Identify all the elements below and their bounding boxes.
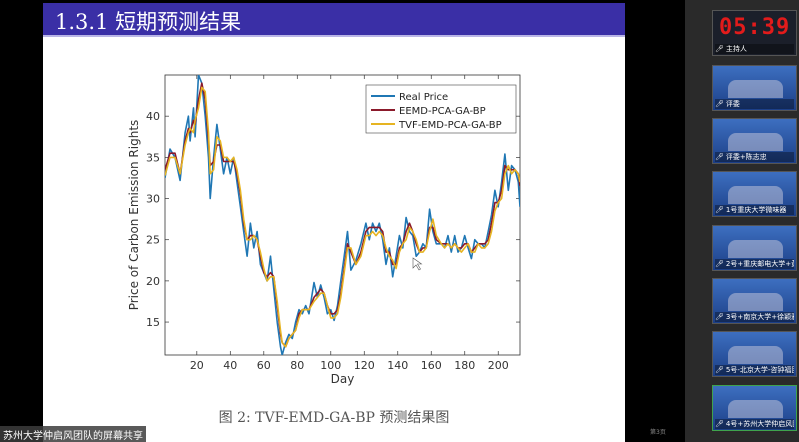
participant-name: 4号+苏州大学仲启风团队	[725, 420, 794, 428]
x-tick-label: 20	[190, 359, 204, 372]
participant-sidebar[interactable]: 05:39 🎤︎ 主持人 🎤︎ 评委 🎤︎ 评委+陈志忠 🎤︎ 1号重庆大学微味器 🎤︎ 2号+重庆…	[685, 0, 799, 442]
video-feed	[728, 186, 783, 204]
participant-name: 3号+南京大学+徐颖雅	[725, 313, 794, 321]
participant-tile[interactable]: 🎤︎ 1号重庆大学微味器	[712, 171, 797, 217]
countdown-timer: 05:39	[719, 15, 791, 40]
y-axis-label: Price of Carbon Emission Rights	[127, 120, 141, 311]
x-tick-label: 100	[320, 359, 341, 372]
microphone-icon: 🎤︎	[715, 260, 724, 268]
y-tick-label: 35	[146, 151, 160, 164]
microphone-icon: 🎤︎	[715, 206, 724, 214]
participant-tile[interactable]: 🎤︎ 评委	[712, 65, 797, 111]
video-feed	[728, 293, 783, 311]
participant-tile[interactable]: 🎤︎4号+苏州大学仲启风团队	[712, 385, 797, 431]
x-tick-label: 180	[454, 359, 475, 372]
video-feed	[728, 240, 783, 258]
participant-tile[interactable]: 🎤︎ 3号+南京大学+徐颖雅	[712, 278, 797, 324]
y-tick-label: 20	[146, 275, 160, 288]
video-feed	[728, 346, 783, 364]
x-tick-label: 120	[354, 359, 375, 372]
slide-title: 1.3.1 短期预测结果	[55, 10, 242, 34]
x-tick-label: 40	[223, 359, 237, 372]
participant-name: 评委	[725, 100, 740, 108]
mouse-cursor-icon	[412, 257, 423, 271]
microphone-icon: 🎤︎	[715, 45, 724, 53]
participant-name: 5号-北京大学-咨钟福团队	[725, 366, 794, 374]
series-line-real-price	[165, 75, 520, 355]
x-tick-label: 140	[387, 359, 408, 372]
y-tick-label: 25	[146, 234, 160, 247]
legend-label: Real Price	[399, 92, 448, 103]
x-tick-label: 60	[257, 359, 271, 372]
series-line-tvf-emd-pca-ga-bp	[165, 86, 520, 348]
participant-tile[interactable]: 05:39 🎤︎ 主持人	[712, 10, 797, 56]
participant-tile[interactable]: 🎤︎ 评委+陈志忠	[712, 118, 797, 164]
figure-caption: 图 2: TVF-EMD-GA-BP 预测结果图	[218, 410, 450, 426]
video-feed	[728, 133, 783, 151]
legend-label: EEMD-PCA-GA-BP	[399, 106, 486, 117]
microphone-icon: 🎤︎	[715, 313, 724, 321]
microphone-icon: 🎤︎	[715, 420, 724, 428]
x-axis-label: Day	[331, 372, 355, 386]
legend-label: TVF-EMD-PCA-GA-BP	[398, 120, 502, 131]
video-feed	[728, 80, 783, 98]
microphone-icon: 🎤︎	[715, 366, 724, 374]
price-forecast-chart: 20 40 60 80 100 120 140 160 180 200 15 20 25 30 35 40 Da…	[127, 74, 521, 386]
x-tick-label: 160	[421, 359, 442, 372]
slide-title-bar: 1.3.1 短期预测结果	[43, 3, 625, 37]
y-tick-label: 40	[146, 110, 160, 123]
participant-tile[interactable]: 🎤︎5号-北京大学-咨钟福团队	[712, 331, 797, 377]
y-tick-label: 15	[146, 316, 160, 329]
participant-name: 2号+重庆邮电大学+黄可...	[725, 260, 794, 268]
x-tick-label: 200	[488, 359, 509, 372]
video-feed	[728, 400, 783, 418]
participant-name: 主持人	[725, 45, 747, 53]
y-tick-label: 30	[146, 193, 160, 206]
microphone-icon: 🎤︎	[715, 100, 724, 108]
chart-legend: Real Price EEMD-PCA-GA-BP TVF-EMD-PCA-GA-B…	[365, 84, 517, 134]
participant-name: 1号重庆大学微味器	[725, 206, 787, 214]
presentation-slide: 1.3.1 短期预测结果 20 40 60 80 100 120 140 160 180 200 1…	[43, 3, 625, 442]
screen-share-label: 苏州大学仲启风团队的屏幕共享	[0, 426, 146, 442]
participant-tile[interactable]: 🎤︎2号+重庆邮电大学+黄可...	[712, 225, 797, 271]
microphone-icon: 🎤︎	[715, 153, 724, 161]
x-tick-label: 80	[290, 359, 304, 372]
participant-name: 评委+陈志忠	[725, 153, 767, 161]
page-number: 第3页	[650, 429, 666, 436]
